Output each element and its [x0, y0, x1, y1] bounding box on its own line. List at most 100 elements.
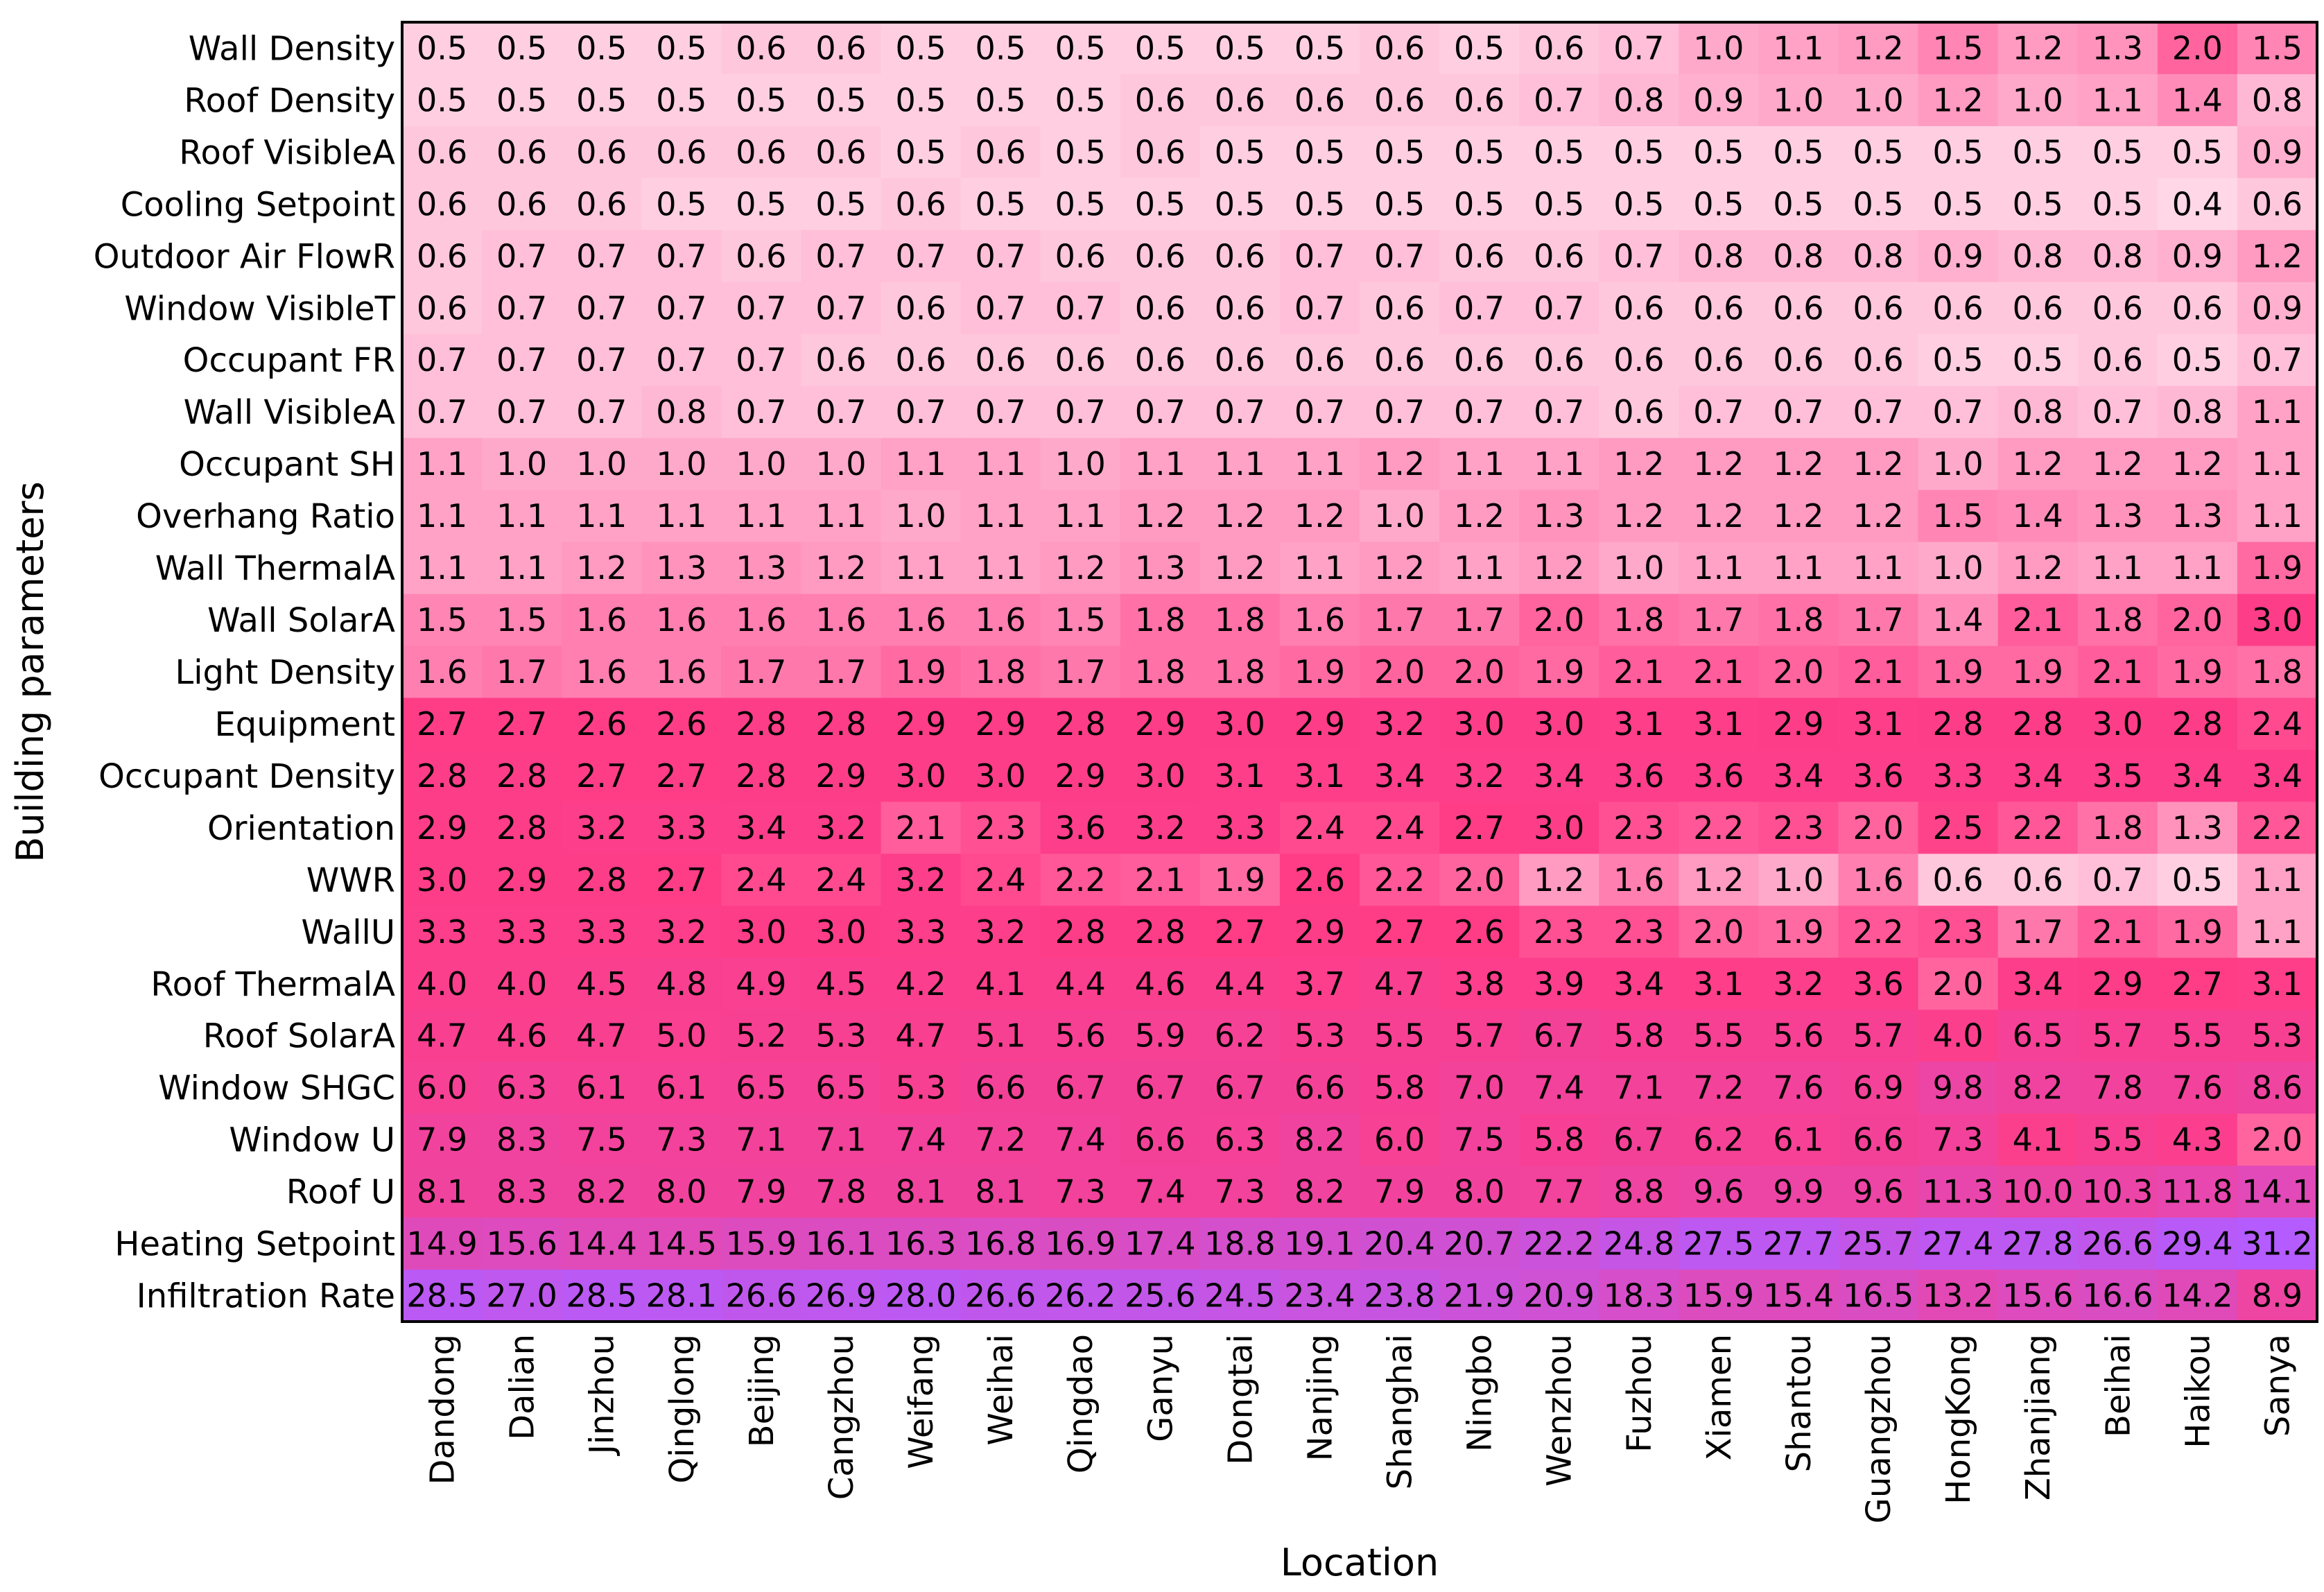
cell-value-label: 0.8 [1853, 237, 1903, 275]
cell-value-label: 0.5 [1773, 185, 1823, 223]
heatmap-cell [801, 22, 882, 75]
column-tick-label: Dandong [424, 1334, 462, 1485]
cell-value-label: 4.9 [736, 965, 786, 1003]
heatmap-cell [1279, 230, 1360, 283]
cell-value-label: 1.7 [815, 653, 866, 691]
heatmap-cell [2237, 126, 2318, 179]
column-tick-label: Haikou [2178, 1334, 2217, 1448]
cell-value-label: 0.8 [2172, 393, 2223, 431]
cell-value-label: 3.0 [1454, 705, 1504, 743]
cell-value-label: 0.5 [496, 81, 547, 119]
heatmap-cell [1120, 1218, 1201, 1270]
heatmap-cell [1360, 178, 1440, 231]
cell-value-label: 0.6 [417, 289, 467, 327]
cell-value-label: 1.2 [1454, 497, 1504, 535]
heatmap-cell [2157, 334, 2238, 387]
cell-value-label: 2.7 [656, 861, 706, 899]
cell-value-label: 2.4 [2252, 705, 2303, 743]
heatmap-cell [1679, 1010, 1760, 1062]
cell-value-label: 3.6 [1055, 809, 1106, 847]
heatmap-cell [641, 73, 722, 127]
cell-value-label: 3.0 [815, 913, 866, 951]
cell-value-label: 15.6 [2002, 1277, 2073, 1315]
heatmap-cell [2237, 438, 2318, 491]
cell-value-label: 1.1 [496, 497, 547, 535]
cell-value-label: 2.3 [1534, 913, 1584, 951]
cell-value-label: 1.1 [2092, 81, 2143, 119]
heatmap-cell [960, 594, 1041, 647]
cell-value-label: 0.6 [1135, 341, 1186, 379]
cell-value-label: 0.5 [895, 29, 946, 67]
cell-value-label: 24.8 [1604, 1225, 1674, 1263]
cell-value-label: 1.2 [1693, 445, 1744, 483]
heatmap-cell [1838, 1270, 1919, 1322]
cell-value-label: 6.7 [1055, 1069, 1106, 1107]
heatmap-cell [1040, 178, 1121, 231]
heatmap-cell [1918, 438, 1999, 491]
cell-value-label: 0.6 [1374, 289, 1425, 327]
cell-value-label: 0.6 [1055, 237, 1106, 275]
cell-value-label: 1.6 [736, 601, 786, 639]
heatmap-cell [1997, 854, 2079, 906]
heatmap-cell [1599, 958, 1679, 1010]
heatmap-cell [2157, 646, 2238, 699]
cell-value-label: 2.4 [1294, 809, 1345, 847]
cell-value-label: 0.5 [656, 81, 706, 119]
row-tick-label: WallU [301, 913, 395, 952]
heatmap-cell [2077, 282, 2158, 335]
cell-value-label: 0.9 [2252, 289, 2303, 327]
heatmap-cell [641, 698, 722, 751]
row-tick-label: Wall VisibleA [184, 393, 396, 432]
cell-value-label: 0.7 [736, 289, 786, 327]
heatmap-cell [2077, 22, 2158, 75]
heatmap-cell [1519, 1010, 1599, 1062]
heatmap-cell [1040, 1114, 1121, 1166]
cell-value-label: 1.6 [1294, 601, 1345, 639]
cell-value-label: 2.3 [1613, 809, 1664, 847]
heatmap-cell [1679, 386, 1760, 439]
cell-value-label: 0.5 [656, 185, 706, 223]
heatmap-cell [1199, 1218, 1281, 1270]
cell-value-label: 4.4 [1055, 965, 1106, 1003]
cell-value-label: 7.3 [1215, 1173, 1265, 1211]
heatmap-cell [1679, 542, 1760, 595]
cell-value-label: 7.1 [736, 1121, 786, 1159]
heatmap-cell [960, 698, 1041, 751]
heatmap-cell [2237, 73, 2318, 127]
heatmap-cell [2077, 73, 2158, 127]
heatmap-cell [1199, 386, 1281, 439]
cell-value-label: 2.9 [1773, 705, 1823, 743]
cell-value-label: 0.5 [1374, 133, 1425, 171]
heatmap-cell [881, 73, 962, 127]
cell-value-label: 0.5 [1294, 185, 1345, 223]
heatmap-cell [801, 386, 882, 439]
heatmap-cell [721, 22, 802, 75]
cell-value-label: 5.2 [736, 1017, 786, 1055]
heatmap-cell [1120, 438, 1201, 491]
heatmap-cell [1120, 906, 1201, 958]
heatmap-cell [1199, 698, 1281, 751]
heatmap-cell [1918, 282, 1999, 335]
heatmap-cell [1918, 958, 1999, 1010]
cell-value-label: 1.1 [1534, 445, 1584, 483]
cell-value-label: 0.5 [736, 81, 786, 119]
cell-value-label: 1.6 [576, 601, 627, 639]
heatmap-cell [1519, 906, 1599, 958]
row-tick-label: Light Density [175, 653, 395, 692]
heatmap-cell [721, 594, 802, 647]
cell-value-label: 8.2 [1294, 1173, 1345, 1211]
heatmap-cell [1758, 958, 1839, 1010]
cell-value-label: 1.7 [1853, 601, 1903, 639]
heatmap-cell [2077, 698, 2158, 751]
cell-value-label: 0.5 [2172, 861, 2223, 899]
heatmap-cell [1120, 334, 1201, 387]
heatmap-cell [482, 1010, 562, 1062]
cell-value-label: 4.7 [417, 1017, 467, 1055]
heatmap-cell [1918, 854, 1999, 906]
heatmap-cell [1599, 334, 1679, 387]
heatmap-cell [1599, 906, 1679, 958]
heatmap-cell [641, 854, 722, 906]
cell-value-label: 1.0 [656, 445, 706, 483]
column-tick-label: Xiamen [1700, 1334, 1739, 1460]
heatmap-cell [1838, 646, 1919, 699]
